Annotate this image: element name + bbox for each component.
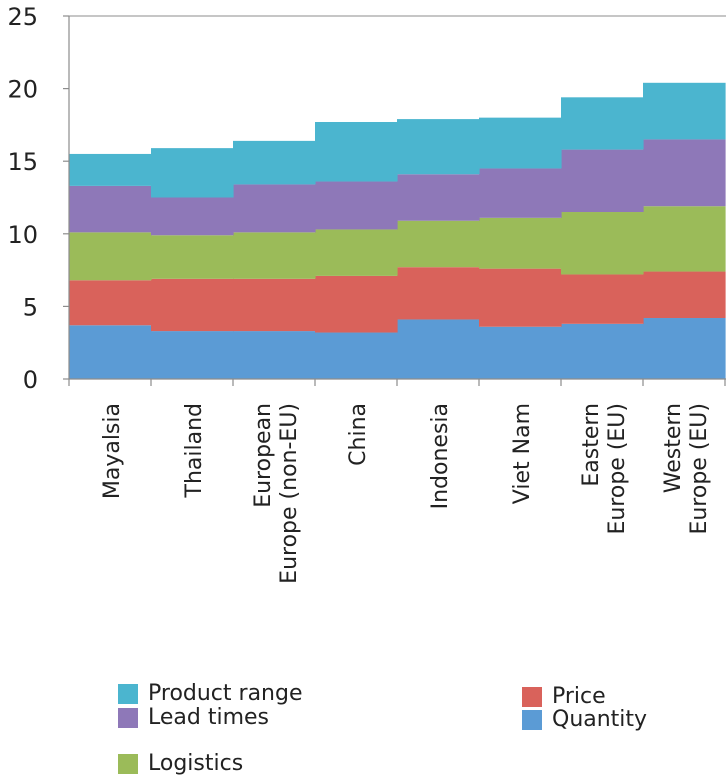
y-tick-label-25: 25	[7, 3, 38, 31]
band-3-4	[397, 174, 480, 221]
band-3-2	[233, 184, 316, 233]
band-1-0	[69, 280, 152, 326]
y-tick-label-5: 5	[23, 293, 38, 321]
legend-label-logistics: Logistics	[148, 751, 244, 776]
legend-swatch-quantity	[522, 709, 542, 730]
band-4-4	[397, 119, 480, 175]
band-3-6	[561, 149, 644, 213]
legend-swatch-price	[522, 686, 542, 707]
band-4-1	[151, 148, 234, 198]
series-quantity	[69, 318, 726, 379]
band-4-7	[643, 82, 726, 140]
band-2-0	[69, 232, 152, 281]
x-tick-label-7-0: Western	[661, 403, 686, 493]
legend-label-price: Price	[552, 684, 606, 709]
band-2-1	[151, 235, 234, 279]
band-2-3	[315, 229, 398, 276]
band-4-5	[479, 117, 562, 169]
band-3-7	[643, 139, 726, 207]
x-tick-label-1-0: Thailand	[182, 403, 207, 498]
band-0-3	[315, 332, 398, 379]
legend-item-product-range: Product range	[118, 681, 303, 706]
band-0-2	[233, 331, 316, 379]
band-3-3	[315, 181, 398, 230]
band-2-4	[397, 220, 480, 268]
band-0-4	[397, 319, 480, 379]
y-tick-label-10: 10	[7, 221, 38, 249]
band-3-1	[151, 197, 234, 236]
band-4-0	[69, 153, 152, 186]
x-tick-label-5-0: Viet Nam	[510, 403, 535, 504]
legend-item-logistics: Logistics	[118, 751, 243, 776]
x-tick-label-7-1: Europe (EU)	[687, 403, 712, 535]
legend-swatch-product-range	[118, 683, 138, 704]
x-tick-label-3-0: China	[346, 403, 371, 466]
band-1-7	[643, 271, 726, 319]
band-2-7	[643, 206, 726, 272]
x-tick-label-2-1: Europe (non-EU)	[277, 403, 302, 584]
x-tick-label-2-0: European	[251, 403, 276, 508]
band-4-2	[233, 140, 316, 185]
legend-item-quantity: Quantity	[522, 707, 647, 732]
band-2-5	[479, 217, 562, 269]
series-price	[69, 267, 726, 333]
band-3-0	[69, 185, 152, 233]
y-tick-label-20: 20	[7, 76, 38, 104]
band-1-4	[397, 267, 480, 320]
band-3-5	[479, 168, 562, 218]
band-1-3	[315, 275, 398, 333]
series-logistics	[69, 206, 726, 281]
band-1-2	[233, 278, 316, 332]
legend-swatch-lead-times	[118, 707, 138, 728]
y-tick-label-15: 15	[7, 148, 38, 176]
band-4-3	[315, 121, 398, 182]
legend-swatch-logistics	[118, 753, 138, 774]
x-tick-label-6-0: Eastern	[579, 403, 604, 487]
legend-label-quantity: Quantity	[552, 707, 648, 732]
legend-item-price: Price	[522, 684, 606, 709]
series-lead-times	[69, 139, 726, 236]
series-product-range	[69, 82, 726, 198]
legend-item-lead-times: Lead times	[118, 705, 269, 730]
band-0-7	[643, 318, 726, 379]
band-2-2	[233, 232, 316, 279]
band-2-6	[561, 212, 644, 275]
band-0-0	[69, 325, 152, 379]
x-tick-label-0-0: Mayalsia	[100, 403, 125, 499]
band-1-5	[479, 268, 562, 327]
band-0-5	[479, 326, 562, 379]
band-1-6	[561, 274, 644, 324]
legend-label-lead-times: Lead times	[148, 705, 270, 730]
band-0-6	[561, 323, 644, 379]
band-4-6	[561, 97, 644, 150]
band-0-1	[151, 331, 234, 379]
x-tick-label-6-1: Europe (EU)	[605, 403, 630, 535]
band-1-1	[151, 278, 234, 332]
legend-label-product-range: Product range	[148, 681, 303, 706]
y-tick-label-0: 0	[23, 366, 38, 394]
x-tick-label-4-0: Indonesia	[428, 403, 453, 509]
